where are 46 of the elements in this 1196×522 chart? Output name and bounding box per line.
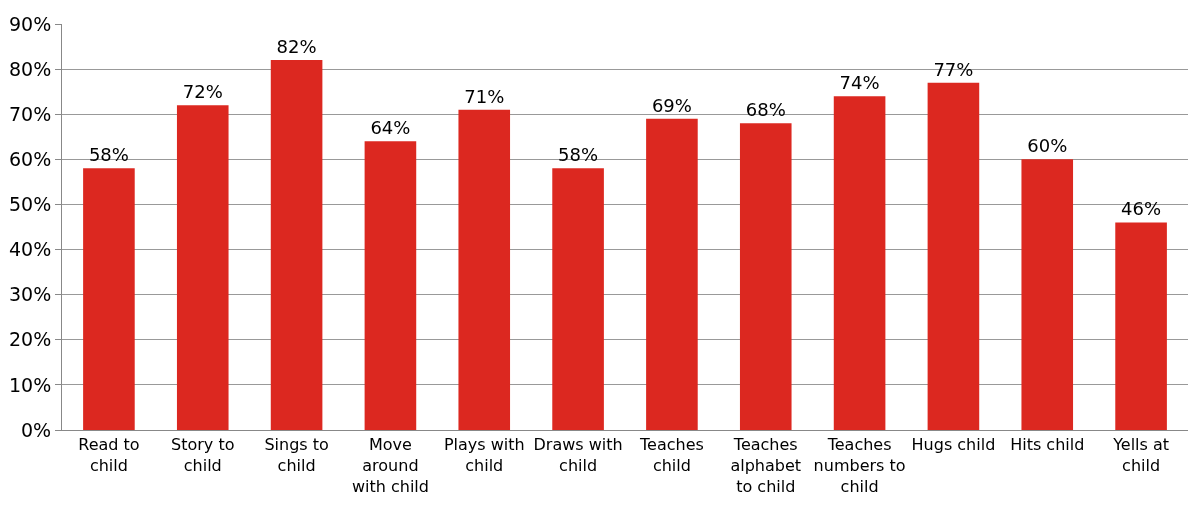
bar — [739, 123, 792, 430]
y-tick-label: 50% — [8, 193, 52, 216]
bar — [1021, 159, 1074, 430]
x-tick-label: Yells at child — [1112, 435, 1170, 475]
data-label: 60% — [1027, 135, 1068, 157]
data-label: 64% — [370, 117, 411, 139]
x-tick-label: Teaches child — [639, 435, 704, 475]
data-label: 82% — [276, 36, 317, 58]
data-label: 74% — [839, 72, 880, 94]
y-tick-label: 30% — [8, 283, 52, 306]
y-tick-label: 40% — [8, 238, 52, 261]
data-label: 58% — [88, 144, 129, 166]
x-tick-label: Teaches numbers to child — [813, 435, 906, 496]
data-label: 46% — [1121, 198, 1162, 220]
y-tick-label: 70% — [8, 102, 52, 125]
x-tick-label: Draws with child — [533, 435, 623, 475]
bar — [83, 168, 135, 430]
y-tick-label: 0% — [21, 418, 52, 441]
bar — [552, 168, 604, 430]
data-label: 77% — [933, 58, 974, 80]
x-tick-label: Sings to child — [264, 435, 329, 475]
bar — [176, 105, 229, 430]
bar — [646, 118, 698, 430]
bar — [833, 96, 886, 430]
data-label: 71% — [464, 85, 505, 107]
data-label: 72% — [182, 81, 223, 103]
y-tick-label: 90% — [8, 12, 52, 35]
y-tick-label: 80% — [8, 57, 52, 80]
x-tick-label: Hits child — [1010, 435, 1085, 455]
data-label: 69% — [651, 94, 692, 116]
x-tick-label: Story to child — [171, 435, 235, 475]
x-tick-label: Move around with child — [351, 435, 429, 496]
x-tick-label: Teaches alphabet to child — [730, 435, 802, 496]
x-tick-label: Plays with child — [443, 435, 525, 475]
y-tick-label: 60% — [8, 147, 52, 170]
bar — [270, 60, 323, 430]
bar — [364, 141, 417, 430]
bar — [1115, 222, 1167, 430]
data-label: 58% — [558, 144, 599, 166]
y-tick-label: 20% — [8, 328, 52, 351]
bar — [927, 82, 980, 430]
x-tick-label: Read to child — [78, 435, 140, 475]
data-label: 68% — [745, 99, 786, 121]
bar — [458, 109, 511, 430]
y-tick-label: 10% — [8, 373, 52, 396]
x-tick-label: Hugs child — [911, 435, 996, 455]
